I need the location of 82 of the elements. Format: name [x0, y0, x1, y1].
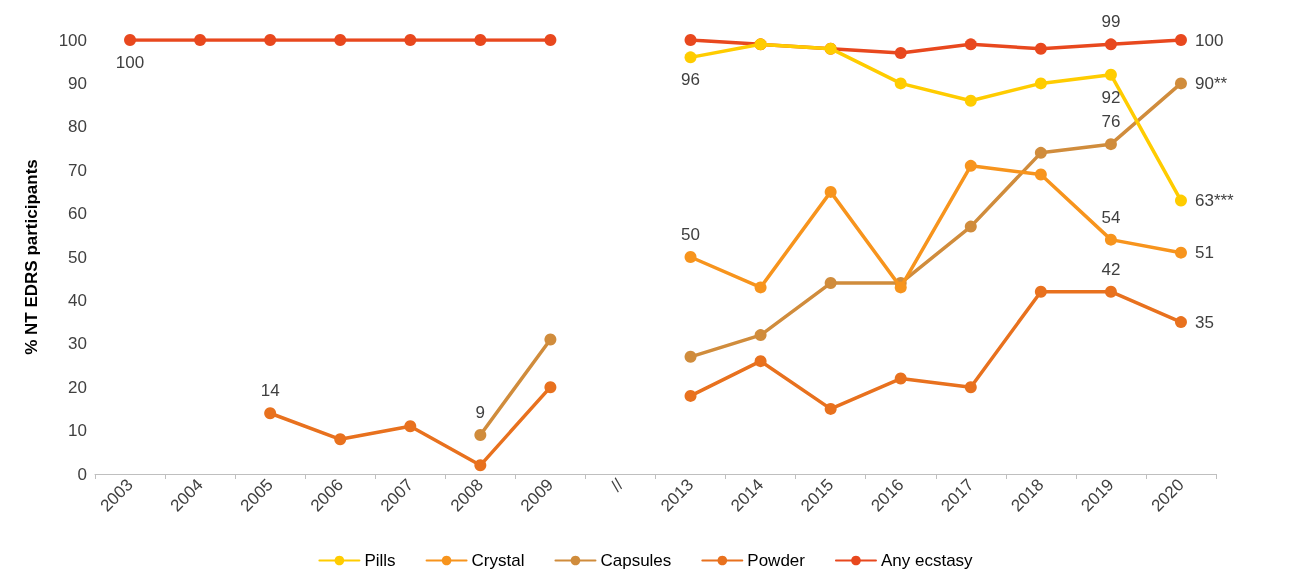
y-tick-label: 60: [68, 204, 87, 224]
point: [1174, 246, 1187, 259]
data-label: 42: [1101, 259, 1121, 279]
point: [894, 77, 907, 90]
data-label: 14: [260, 381, 280, 401]
point: [1104, 233, 1117, 246]
point: [964, 38, 977, 51]
data-label: 100: [1194, 30, 1224, 50]
point: [964, 220, 977, 233]
y-tick-label: 10: [68, 421, 87, 441]
point: [1034, 77, 1047, 90]
y-tick-label: 100: [58, 30, 87, 50]
point: [894, 281, 907, 294]
legend-label: Powder: [747, 551, 806, 570]
data-label: 54: [1101, 207, 1121, 227]
data-label: 90**: [1194, 73, 1228, 93]
data-label: 50: [681, 225, 700, 244]
point: [404, 420, 417, 433]
point: [1034, 168, 1047, 181]
y-tick-label: 80: [68, 117, 87, 137]
point: [334, 433, 347, 446]
legend-label: Pills: [364, 551, 396, 570]
point: [824, 185, 837, 198]
point: [754, 329, 767, 342]
legend-label: Capsules: [600, 551, 672, 570]
point: [404, 34, 417, 46]
data-label: 9: [475, 402, 486, 422]
point: [1104, 68, 1117, 81]
point: [334, 34, 347, 46]
y-tick-label: 50: [68, 247, 87, 267]
y-tick-label: 70: [68, 160, 87, 180]
point: [824, 277, 837, 290]
point: [1104, 138, 1117, 151]
point: [1104, 285, 1117, 298]
point: [264, 407, 277, 420]
point: [1174, 34, 1187, 46]
point: [684, 51, 697, 64]
point: [1034, 285, 1047, 298]
point: [964, 159, 977, 172]
data-label: 51: [1194, 243, 1214, 263]
y-axis-title: % NT EDRS participants: [22, 159, 41, 355]
point: [824, 402, 837, 415]
point: [754, 281, 767, 294]
point: [684, 350, 697, 363]
point: [684, 34, 697, 46]
point: [684, 389, 697, 402]
point: [124, 34, 137, 46]
point: [544, 381, 557, 394]
y-tick-label: 0: [77, 464, 87, 484]
data-label: 76: [1101, 112, 1121, 132]
legend-label: Crystal: [471, 551, 525, 570]
point: [544, 34, 557, 46]
point: [754, 355, 767, 368]
point: [964, 381, 977, 394]
point: [894, 372, 907, 385]
x-tick-label: //: [607, 475, 628, 496]
data-label: 63***: [1194, 191, 1235, 211]
point: [894, 47, 907, 60]
y-tick-label: 30: [68, 334, 87, 354]
point: [474, 428, 487, 441]
point: [194, 34, 207, 46]
point: [474, 34, 487, 46]
point: [1034, 42, 1047, 55]
data-label: 99: [1101, 12, 1121, 32]
point: [544, 333, 557, 346]
point: [964, 94, 977, 107]
point: [474, 459, 487, 472]
point: [1174, 316, 1187, 329]
point: [1174, 194, 1187, 207]
point: [1034, 146, 1047, 159]
point: [1174, 77, 1187, 90]
legend-label: Any ecstasy: [880, 551, 974, 570]
y-tick-label: 90: [68, 73, 87, 93]
point: [1104, 38, 1117, 51]
y-tick-label: 20: [68, 377, 87, 397]
data-label: 92: [1101, 87, 1121, 107]
data-label: 100: [115, 53, 145, 72]
y-tick-label: 40: [68, 290, 87, 310]
data-label: 35: [1194, 312, 1214, 332]
point: [264, 34, 277, 46]
data-label: 96: [681, 70, 700, 90]
point: [684, 251, 697, 263]
